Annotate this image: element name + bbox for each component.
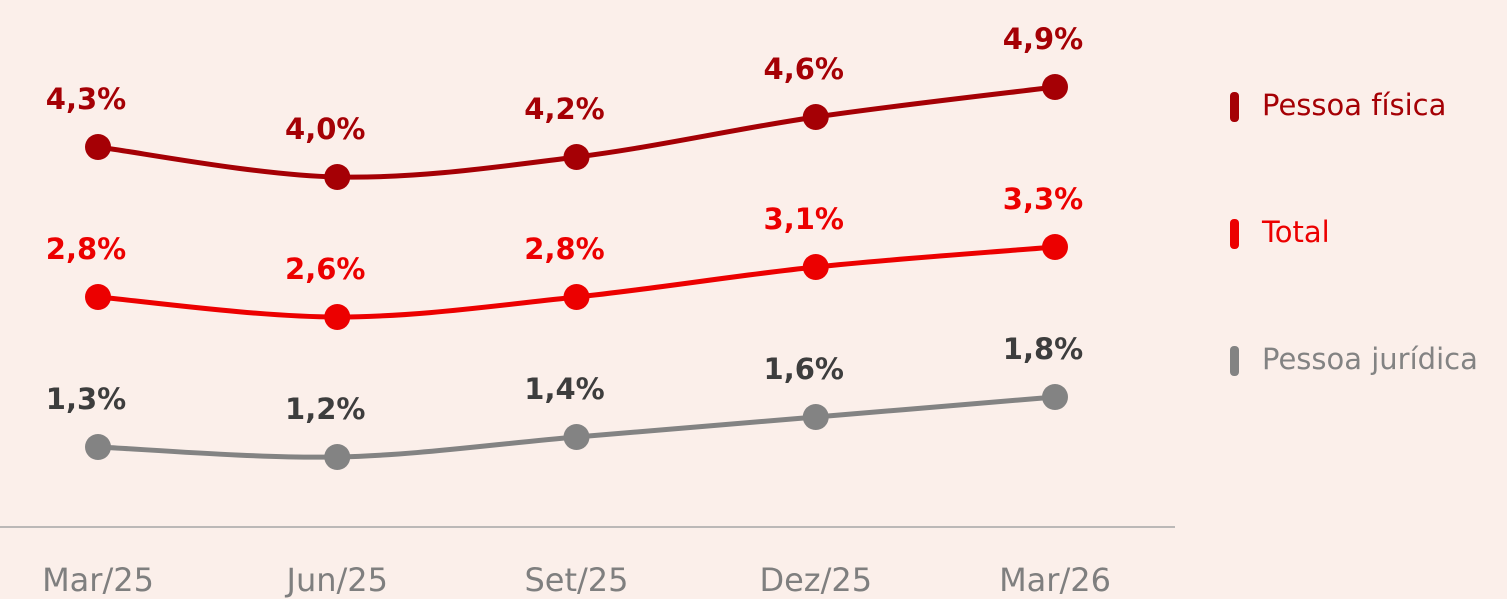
data-point xyxy=(1042,74,1068,100)
x-tick-label: Jun/25 xyxy=(285,561,389,599)
legend-label: Pessoa física xyxy=(1262,88,1446,122)
data-label: 4,6% xyxy=(764,52,844,86)
data-label: 4,0% xyxy=(285,112,365,146)
legend-swatch xyxy=(1230,92,1239,122)
data-label: 3,1% xyxy=(764,202,844,236)
legend-swatch xyxy=(1230,219,1239,249)
data-label: 2,8% xyxy=(524,232,604,266)
data-label: 4,2% xyxy=(524,92,604,126)
x-tick-label: Mar/25 xyxy=(42,561,154,599)
data-label: 4,3% xyxy=(46,82,126,116)
legend-label: Pessoa jurídica xyxy=(1262,342,1478,376)
data-point xyxy=(1042,384,1068,410)
data-label: 4,9% xyxy=(1003,22,1083,56)
data-point xyxy=(802,104,829,130)
data-label: 1,6% xyxy=(764,352,844,386)
data-point xyxy=(85,134,111,160)
x-tick-label: Set/25 xyxy=(524,561,628,599)
x-tick-label: Mar/26 xyxy=(999,561,1111,599)
data-point xyxy=(85,284,111,310)
data-point xyxy=(563,284,590,310)
data-label: 2,6% xyxy=(285,252,365,286)
data-label: 3,3% xyxy=(1003,182,1083,216)
data-point xyxy=(802,254,829,280)
legend-swatch xyxy=(1230,346,1239,376)
data-label: 1,2% xyxy=(285,392,365,426)
data-point xyxy=(563,424,590,450)
data-label: 1,8% xyxy=(1003,332,1083,366)
data-point xyxy=(324,164,351,190)
legend-label: Total xyxy=(1261,215,1330,249)
data-label: 1,3% xyxy=(46,382,126,416)
data-label: 1,4% xyxy=(524,372,604,406)
data-point xyxy=(324,444,351,470)
data-point xyxy=(324,304,351,330)
data-label: 2,8% xyxy=(46,232,126,266)
data-point xyxy=(563,144,590,170)
x-tick-label: Dez/25 xyxy=(759,561,872,599)
data-point xyxy=(1042,234,1068,260)
data-point xyxy=(85,434,111,460)
data-point xyxy=(802,404,829,430)
